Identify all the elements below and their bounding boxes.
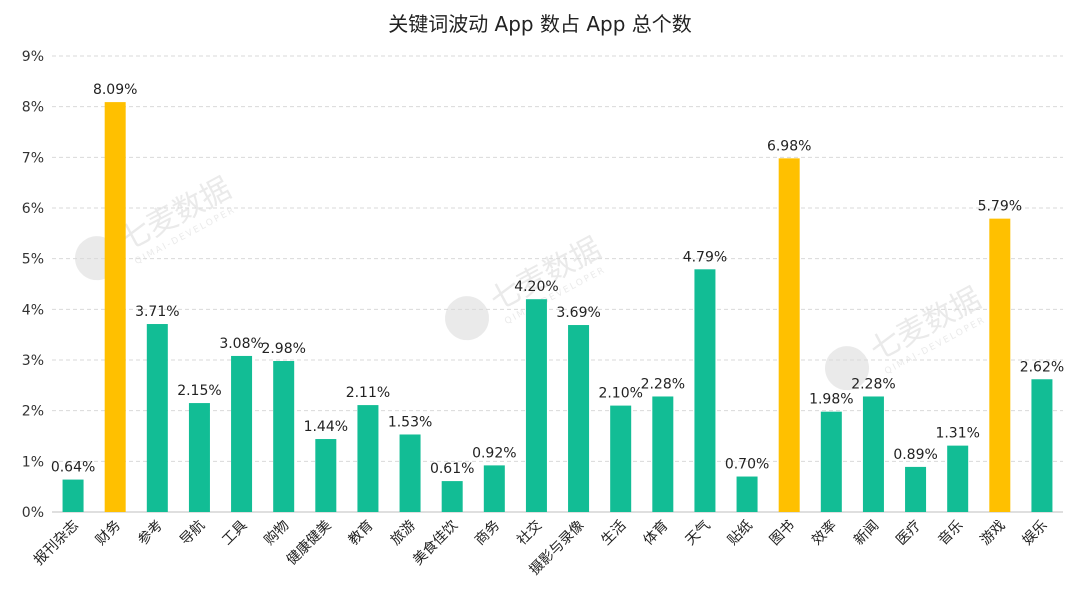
data-label: 2.98% [261, 341, 305, 357]
data-label: 6.98% [767, 138, 811, 154]
data-label: 3.69% [556, 305, 600, 321]
bar [188, 403, 210, 512]
data-label: 0.70% [725, 457, 769, 473]
bar [778, 158, 800, 512]
data-label: 1.98% [809, 392, 853, 408]
x-tick-label: 娱乐 [1020, 518, 1051, 549]
x-tick-label: 工具 [219, 518, 250, 549]
x-tick-label: 健康健美 [283, 517, 335, 569]
bar [357, 405, 379, 512]
data-label: 3.71% [135, 304, 179, 320]
bar [104, 102, 126, 513]
y-tick-label: 5% [22, 252, 44, 268]
data-label: 4.79% [683, 249, 727, 265]
data-label: 8.09% [93, 82, 137, 98]
data-label: 4.20% [514, 279, 558, 295]
bar [862, 396, 884, 512]
y-tick-label: 6% [22, 201, 44, 217]
data-label: 2.10% [598, 386, 642, 402]
x-tick-label: 贴纸 [725, 518, 756, 549]
x-tick-label: 报刊杂志 [31, 518, 82, 569]
y-axis: 0% 1% 2% 3% 4% 5% 6% 7% 8% 9% [22, 49, 44, 521]
data-label: 2.15% [177, 383, 221, 399]
grid-lines [52, 55, 1063, 513]
data-label: 2.11% [346, 385, 390, 401]
bar [483, 465, 505, 512]
x-tick-label: 体育 [641, 518, 672, 549]
x-tick-label: 游戏 [978, 518, 1009, 549]
x-tick-label: 新闻 [851, 518, 882, 549]
x-tick-label: 医疗 [893, 518, 924, 549]
x-tick-label: 商务 [472, 518, 503, 549]
bar [694, 269, 716, 512]
x-tick-label: 教育 [346, 518, 377, 549]
y-tick-label: 3% [22, 353, 44, 369]
bar [315, 439, 337, 512]
x-tick-label: 音乐 [935, 517, 967, 549]
data-label: 1.53% [388, 414, 432, 430]
bar [947, 445, 969, 512]
bar [568, 325, 590, 512]
bar [610, 405, 632, 512]
y-tick-label: 8% [22, 100, 44, 116]
data-label: 2.62% [1020, 359, 1064, 375]
data-label: 0.64% [51, 460, 95, 476]
bar [146, 324, 168, 512]
watermark-cat-icon [445, 296, 490, 341]
bar [820, 411, 842, 512]
y-tick-label: 9% [22, 49, 44, 65]
data-label: 2.28% [851, 376, 895, 392]
bar [905, 466, 927, 512]
bar [525, 299, 547, 512]
x-tick-label: 生活 [598, 518, 629, 549]
x-tick-label: 导航 [177, 518, 208, 549]
x-tick-label: 图书 [767, 518, 798, 549]
bar [273, 361, 295, 512]
bar [62, 479, 84, 512]
data-label: 0.89% [893, 447, 937, 463]
bar [231, 355, 253, 512]
data-labels: 0.64% 8.09% 3.71% 2.15% 3.08%2.98% 1.44% 2.11%… [51, 82, 1064, 477]
bar [399, 434, 421, 512]
y-tick-label: 1% [22, 454, 44, 470]
y-tick-label: 7% [22, 150, 44, 166]
bar [441, 481, 463, 512]
x-tick-label: 参考 [134, 517, 166, 549]
chart-title: 关键词波动 App 数占 App 总个数 [388, 12, 692, 36]
x-tick-label: 购物 [261, 518, 292, 549]
x-tick-label: 旅游 [388, 518, 419, 549]
bar [1031, 379, 1053, 512]
y-tick-label: 4% [22, 302, 44, 318]
x-tick-label: 天气 [683, 518, 714, 549]
data-label: 2.28% [641, 376, 685, 392]
bar [652, 396, 674, 512]
bars [62, 102, 1053, 513]
x-tick-label: 财务 [93, 518, 124, 549]
data-label: 3.08% [219, 336, 263, 352]
data-label: 1.31% [935, 426, 979, 442]
data-label: 5.79% [978, 199, 1022, 215]
x-tick-label: 效率 [808, 517, 840, 549]
x-axis: 报刊杂志 财务 参考 导航 工具 购物健康健美 教育 旅游美食佳饮 商务 社交摄影与录像 生活 体育天… [31, 517, 1051, 579]
bar [736, 476, 758, 512]
data-label: 0.92% [472, 445, 516, 461]
watermark-cat-icon [825, 346, 870, 391]
x-tick-label: 社交 [513, 517, 545, 549]
y-tick-label: 2% [22, 404, 44, 420]
data-label: 0.61% [430, 461, 474, 477]
y-tick-label: 0% [22, 505, 44, 521]
x-tick-label: 美食佳饮 [409, 517, 461, 569]
data-label: 1.44% [304, 419, 348, 435]
bar [989, 218, 1011, 512]
